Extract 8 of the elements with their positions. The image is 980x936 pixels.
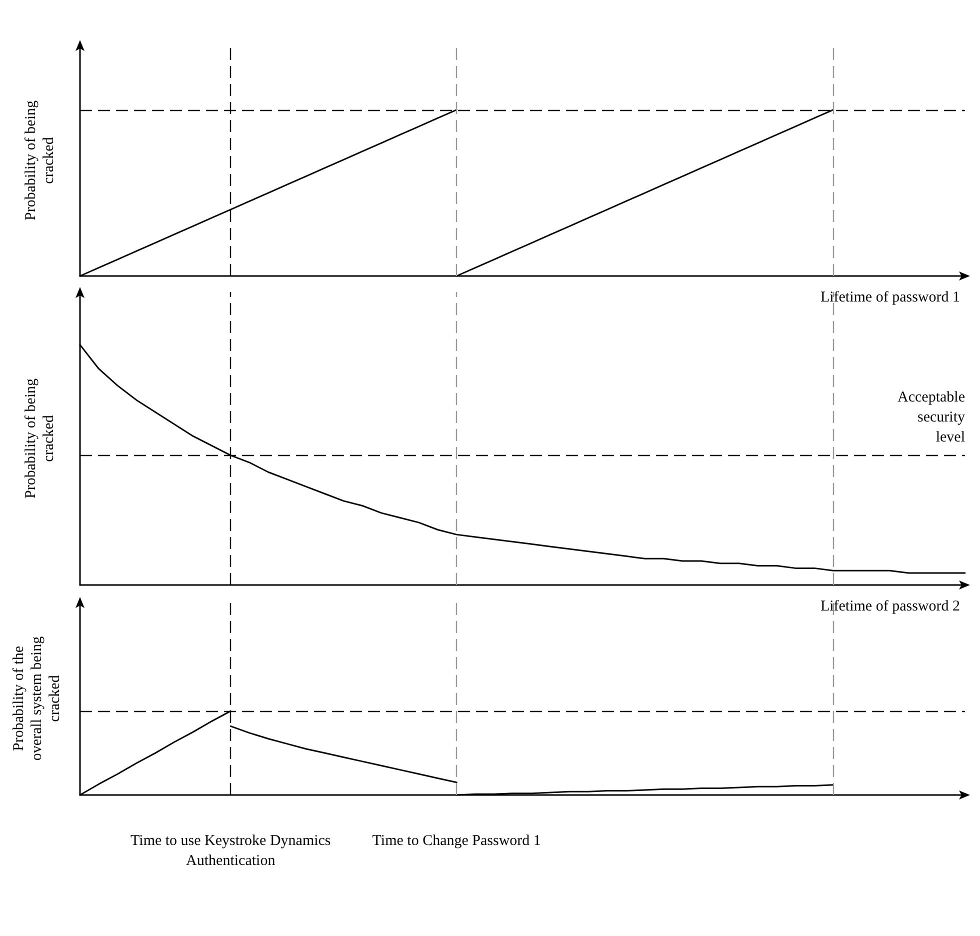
x-tick-label: Time to Change Password 1	[372, 833, 541, 849]
y-axis-title: Probability of being cracked	[23, 100, 57, 220]
ref-line-label: Acceptable security level	[898, 389, 966, 446]
x-tick-label: Time to use Keystroke Dynamics Authentication	[130, 833, 331, 869]
y-axis-title: Probability of being cracked	[23, 378, 57, 498]
x-axis-title: Lifetime of password 1	[820, 290, 960, 306]
x-axis-title: Lifetime of password 2	[820, 598, 960, 614]
y-axis-title: Probability of the overall system being cracked	[11, 636, 63, 761]
